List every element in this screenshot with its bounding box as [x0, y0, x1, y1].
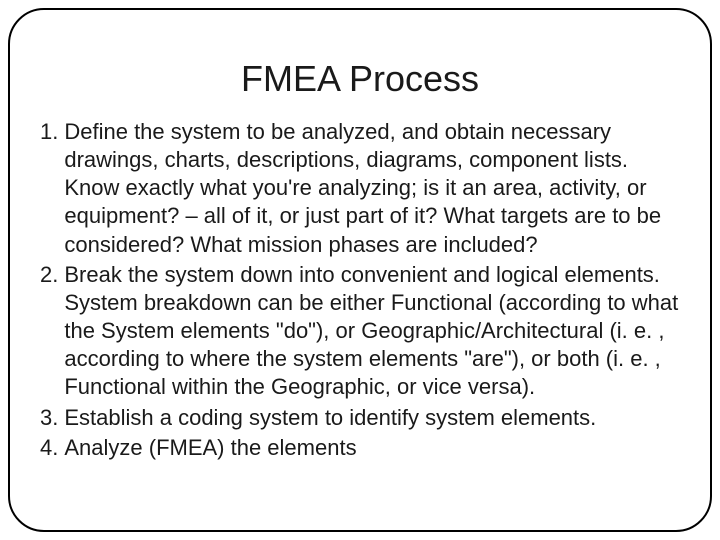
list-number: 1.: [40, 118, 64, 259]
slide-title: FMEA Process: [40, 58, 680, 100]
process-list: 1. Define the system to be analyzed, and…: [40, 118, 680, 462]
list-text: Define the system to be analyzed, and ob…: [64, 118, 680, 259]
list-number: 2.: [40, 261, 64, 402]
list-item: 4. Analyze (FMEA) the elements: [40, 434, 680, 462]
list-item: 3. Establish a coding system to identify…: [40, 404, 680, 432]
list-item: 2. Break the system down into convenient…: [40, 261, 680, 402]
list-text: Break the system down into convenient an…: [64, 261, 680, 402]
list-text: Establish a coding system to identify sy…: [64, 404, 680, 432]
list-item: 1. Define the system to be analyzed, and…: [40, 118, 680, 259]
slide-frame: FMEA Process 1. Define the system to be …: [8, 8, 712, 532]
list-text: Analyze (FMEA) the elements: [64, 434, 680, 462]
list-number: 3.: [40, 404, 64, 432]
list-number: 4.: [40, 434, 64, 462]
